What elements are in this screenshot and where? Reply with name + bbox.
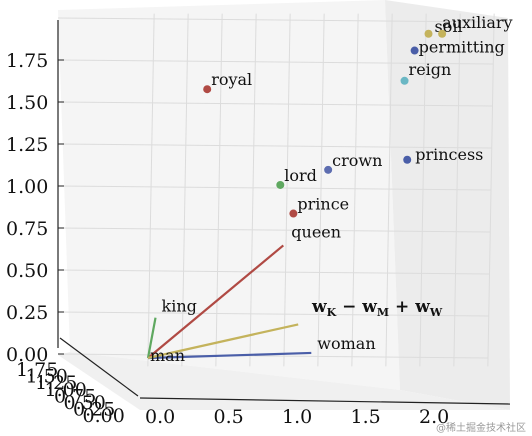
depth-tick-label: 0.75 xyxy=(54,385,96,407)
grid-line-horizontal xyxy=(57,17,495,23)
grid-line-horizontal xyxy=(57,185,492,191)
grid-line-vertical xyxy=(181,13,189,367)
point-label-auxiliary: auxiliary xyxy=(442,13,512,32)
x-axis-line xyxy=(139,397,511,405)
x-tick-label: 1.0 xyxy=(282,406,312,428)
back-wall xyxy=(58,0,400,390)
depth-tick-label: 1.00 xyxy=(45,379,87,401)
depth-tick-label: 0.50 xyxy=(64,392,106,414)
depth-axis-line xyxy=(59,337,139,397)
grid-lines xyxy=(57,13,495,367)
point-crown xyxy=(324,165,333,174)
grid-line-horizontal xyxy=(57,227,491,233)
vector-label-king: king xyxy=(162,297,197,316)
point-label-royal: royal xyxy=(211,70,252,89)
x-axis-ticks: 0.0 0.5 1.0 1.5 2.0 xyxy=(145,406,449,428)
depth-axis-ticks: 1.751.501.251.000.750.500.250.00 xyxy=(16,359,125,427)
point-prince xyxy=(289,209,298,218)
point-soil xyxy=(424,29,433,38)
x-tick-label: 1.5 xyxy=(351,406,381,428)
point-lord xyxy=(276,180,285,189)
grid-line-horizontal xyxy=(57,143,492,149)
y-tick-label: 0.50 xyxy=(6,260,48,282)
point-label-permitting: permitting xyxy=(419,38,505,57)
y-tick-label: 1.50 xyxy=(6,92,48,114)
grid-line-horizontal xyxy=(57,311,489,317)
point-reign xyxy=(400,76,409,85)
depth-tick-label: 0.25 xyxy=(73,399,115,421)
point-princess xyxy=(403,155,412,164)
y-tick-label: 0.75 xyxy=(6,218,48,240)
vector-label-queen: queen xyxy=(291,222,341,241)
grid-line-vertical xyxy=(147,13,155,367)
x-tick-label: 2.0 xyxy=(419,406,449,428)
y-tick-label: 1.00 xyxy=(6,176,48,198)
grid-line-vertical xyxy=(385,13,393,367)
right-wall xyxy=(385,0,510,410)
y-tick-label: 1.75 xyxy=(6,50,48,72)
vector-formula xyxy=(147,323,299,360)
vector-label-woman: woman xyxy=(317,334,375,353)
grid-line-vertical xyxy=(215,13,223,367)
point-royal xyxy=(203,85,212,94)
grid-line-vertical xyxy=(283,13,291,367)
point-auxiliary xyxy=(438,29,447,38)
point-label-prince: prince xyxy=(297,195,349,214)
y-tick-label: 0.25 xyxy=(6,302,48,324)
point-label-crown: crown xyxy=(332,151,382,170)
point-label-lord: lord xyxy=(284,166,317,185)
grid-line-horizontal xyxy=(57,353,489,359)
depth-tick-label: 1.75 xyxy=(16,359,58,381)
y-tick-label: 1.25 xyxy=(6,134,48,156)
origin-label-man: man xyxy=(150,346,185,365)
x-tick-label: 0.5 xyxy=(214,406,244,428)
grid-line-horizontal xyxy=(57,59,494,65)
point-label-princess: princess xyxy=(415,145,483,164)
grid-line-vertical xyxy=(317,13,325,367)
point-label-reign: reign xyxy=(409,60,452,79)
y-axis-ticks: 0.00 0.25 0.50 0.75 1.00 1.25 1.50 1.75 xyxy=(6,50,64,366)
formula-label: wK − wM + wW xyxy=(311,297,443,319)
x-tick-label: 0.0 xyxy=(145,406,175,428)
point-permitting xyxy=(410,46,419,55)
vector-king xyxy=(146,317,157,359)
grid-line-vertical xyxy=(419,13,427,367)
vector-queen xyxy=(147,244,284,359)
depth-tick-label: 0.00 xyxy=(83,405,125,427)
grid-line-vertical xyxy=(351,13,359,367)
watermark: @稀土掘金技术社区 xyxy=(436,421,526,434)
depth-tick-label: 1.50 xyxy=(26,366,68,388)
depth-tick-label: 1.25 xyxy=(35,372,77,394)
y-tick-label: 0.00 xyxy=(6,344,48,366)
floor-pane xyxy=(58,352,510,410)
vector-woman xyxy=(147,351,312,360)
grid-line-horizontal xyxy=(57,101,493,107)
grid-line-vertical xyxy=(249,13,257,367)
grid-line-horizontal xyxy=(57,269,490,275)
vector-lines: queen king woman xyxy=(146,222,376,360)
data-points: royal lord crown prince princess reign permitt… xyxy=(203,13,513,218)
